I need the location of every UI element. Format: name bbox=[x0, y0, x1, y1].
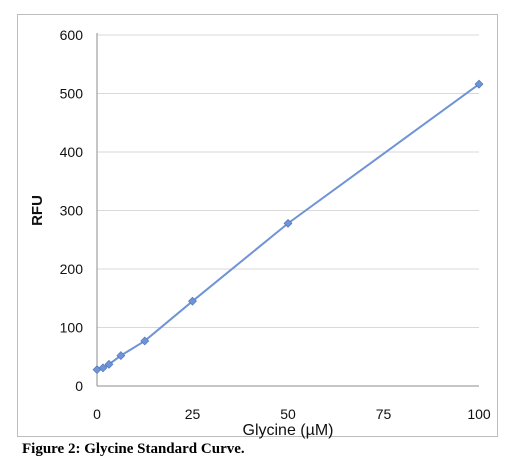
data-point-2 bbox=[104, 359, 114, 369]
x-tick-label-25: 25 bbox=[185, 406, 201, 422]
data-point-5 bbox=[188, 296, 197, 306]
y-tick-label-300: 300 bbox=[60, 203, 84, 219]
data-point-6 bbox=[283, 218, 293, 228]
x-tick-label-0: 0 bbox=[93, 406, 101, 422]
y-axis-title: RFU bbox=[29, 195, 46, 226]
glycine-chart: 0 100 200 300 400 500 600 0 25 50 75 100 RFU Glycine … bbox=[29, 27, 491, 439]
data-point-3 bbox=[116, 351, 126, 361]
data-point-7 bbox=[474, 79, 484, 89]
data-point-4 bbox=[140, 336, 150, 346]
y-tick-label-500: 500 bbox=[60, 86, 84, 102]
y-tick-label-200: 200 bbox=[60, 261, 84, 277]
data-point-1 bbox=[98, 363, 108, 373]
y-tick-label-400: 400 bbox=[60, 144, 84, 160]
x-tick-label-75: 75 bbox=[376, 406, 392, 422]
y-tick-label-600: 600 bbox=[60, 27, 84, 43]
x-axis-title: Glycine (µM) bbox=[243, 422, 334, 439]
y-tick-label-100: 100 bbox=[60, 320, 84, 336]
x-tick-label-100: 100 bbox=[467, 406, 491, 422]
y-tick-label-0: 0 bbox=[75, 378, 83, 394]
figure-caption: Figure 2: Glycine Standard Curve. bbox=[22, 441, 245, 457]
x-tick-label-50: 50 bbox=[280, 406, 296, 422]
